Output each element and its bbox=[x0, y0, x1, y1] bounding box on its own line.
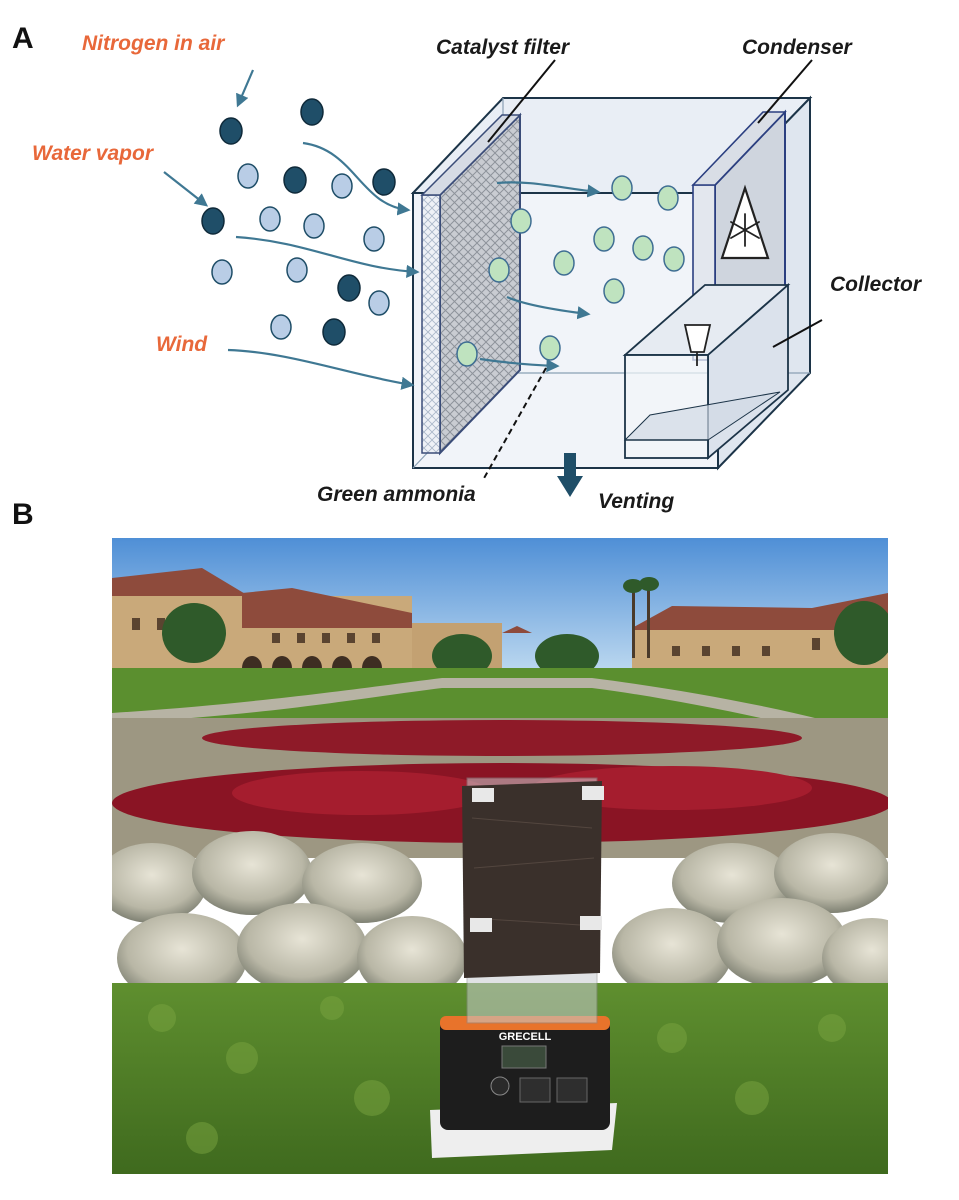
field-photo-illustration: GRECELL bbox=[112, 538, 888, 1174]
grass-tufts bbox=[112, 831, 888, 1003]
water-vapor-molecules bbox=[211, 163, 390, 340]
label-condenser: Condenser bbox=[742, 36, 852, 59]
panel-letter-a: A bbox=[12, 22, 34, 55]
collector-tray bbox=[622, 283, 791, 460]
trees bbox=[162, 577, 888, 678]
label-venting: Venting bbox=[598, 490, 675, 513]
label-catalyst-filter: Catalyst filter bbox=[436, 36, 570, 59]
green-ammonia-molecules bbox=[456, 175, 685, 367]
snowflake-warning-icon bbox=[720, 184, 770, 260]
device-brand-text: GRECELL bbox=[499, 1031, 552, 1043]
catalyst-filter bbox=[420, 112, 522, 456]
ammonia-harvester-device bbox=[430, 777, 617, 1158]
label-wind: Wind bbox=[156, 333, 208, 356]
collection-cup bbox=[683, 324, 712, 366]
label-collector: Collector bbox=[830, 273, 922, 296]
leader-lines bbox=[482, 59, 823, 481]
ammonia-device-diagram bbox=[163, 59, 823, 497]
nitrogen-molecules bbox=[201, 98, 396, 346]
label-green-ammonia: Green ammonia bbox=[317, 483, 476, 506]
flow-arrows bbox=[163, 69, 601, 390]
label-water-vapor: Water vapor bbox=[32, 142, 153, 165]
panel-letter-b: B bbox=[12, 498, 34, 531]
down-arrow-icon bbox=[557, 453, 583, 497]
label-nitrogen-in-air: Nitrogen in air bbox=[82, 32, 225, 55]
field-photo: GRECELL bbox=[112, 538, 888, 1174]
